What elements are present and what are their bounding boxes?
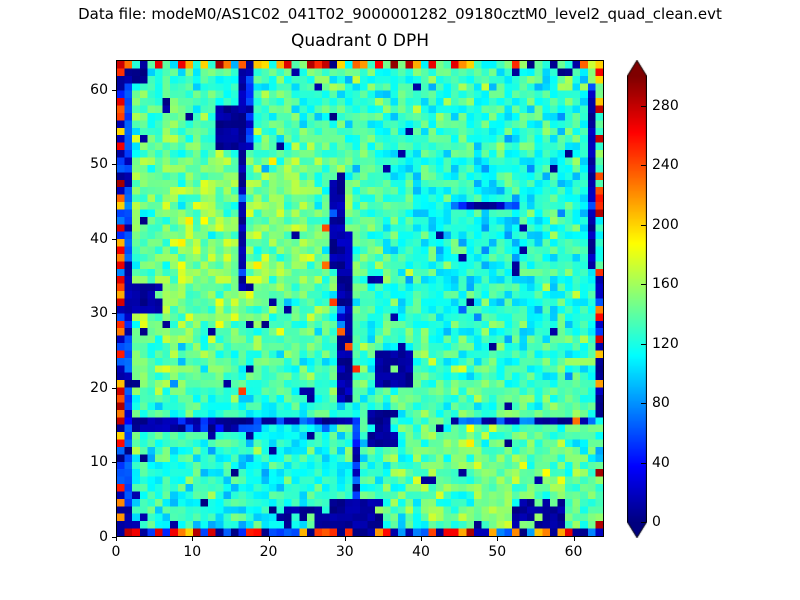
y-tick-label: 0: [99, 529, 108, 545]
x-tick-mark: [268, 537, 270, 541]
colorbar-tick-label: 80: [652, 395, 670, 412]
x-tick-mark: [497, 537, 499, 541]
colorbar-tick-mark: [641, 165, 646, 167]
y-tick-label: 40: [90, 230, 108, 247]
colorbar-tick-label: 120: [652, 335, 679, 352]
colorbar[interactable]: [627, 60, 647, 538]
y-tick-mark: [112, 313, 116, 315]
x-tick-label: 20: [259, 544, 278, 560]
x-tick-mark: [421, 537, 422, 541]
colorbar-tick-label: 240: [652, 157, 679, 174]
x-tick-label: 40: [412, 544, 430, 560]
colorbar-tick-mark: [641, 522, 646, 523]
x-tick-mark: [573, 537, 575, 541]
y-tick-mark: [112, 238, 116, 240]
data-file-title: Data file: modeM0/AS1C02_041T02_90000012…: [78, 5, 722, 23]
colorbar-tick-mark: [641, 224, 646, 226]
colorbar-tick-label: 280: [652, 97, 679, 114]
heatmap-image[interactable]: [117, 61, 603, 536]
colorbar-tick-mark: [641, 462, 646, 464]
x-tick-mark: [116, 537, 117, 541]
x-tick-label: 50: [488, 544, 507, 560]
colorbar-tick-mark: [641, 105, 646, 107]
y-tick-label: 10: [90, 454, 108, 471]
y-tick-label: 60: [90, 81, 108, 98]
x-tick-mark: [192, 537, 194, 541]
colorbar-tick-label: 160: [652, 276, 679, 293]
x-tick-label: 60: [564, 544, 583, 560]
colorbar-tick-mark: [641, 343, 646, 345]
colorbar-tick-label: 40: [652, 454, 670, 471]
y-tick-mark: [112, 89, 116, 91]
colorbar-tick-mark: [641, 403, 646, 405]
y-tick-mark: [112, 462, 116, 464]
colorbar-gradient[interactable]: [627, 60, 647, 538]
colorbar-tick-label: 200: [652, 216, 679, 233]
y-tick-label: 20: [90, 379, 108, 396]
colorbar-tick-label: 0: [652, 514, 661, 530]
x-tick-label: 10: [183, 544, 202, 560]
y-tick-label: 50: [90, 156, 108, 173]
y-tick-mark: [112, 164, 116, 166]
x-tick-label: 30: [335, 544, 354, 560]
y-tick-mark: [112, 537, 116, 538]
y-tick-mark: [112, 387, 116, 389]
colorbar-tick-mark: [641, 284, 646, 286]
heatmap-axes[interactable]: [116, 60, 604, 537]
y-tick-label: 30: [90, 305, 108, 322]
x-tick-label: 0: [111, 544, 121, 560]
plot-title: Quadrant 0 DPH: [291, 31, 429, 51]
x-tick-mark: [344, 537, 346, 541]
